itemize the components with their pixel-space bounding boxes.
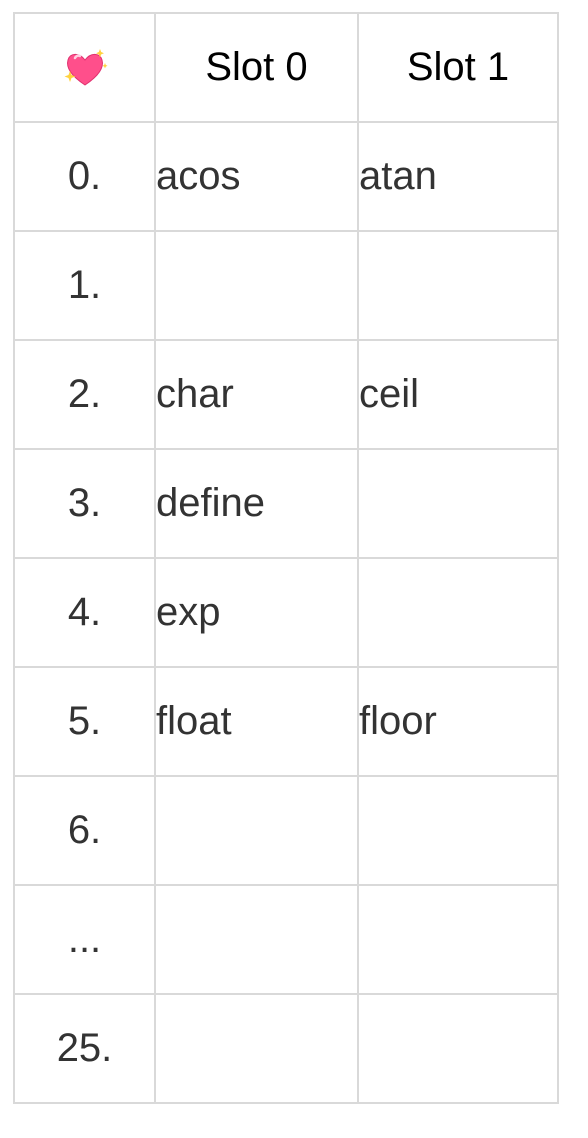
row-index: 5. (13, 666, 156, 777)
row-index: 1. (13, 230, 156, 341)
header-row: Slot 0 Slot 1 (13, 12, 559, 123)
row-index: 4. (13, 557, 156, 668)
slot-0-cell: acos (154, 121, 359, 232)
row-index: 6. (13, 775, 156, 886)
slot-1-cell (357, 557, 559, 668)
header-slot-1: Slot 1 (357, 12, 559, 123)
table-row: 1. (13, 230, 559, 341)
slot-1-cell (357, 230, 559, 341)
table-row: ... (13, 884, 559, 995)
slot-0-cell: char (154, 339, 359, 450)
sparkling-heart-icon (62, 45, 108, 91)
slot-1-cell (357, 884, 559, 995)
table-row: 5. float floor (13, 666, 559, 777)
row-index: 3. (13, 448, 156, 559)
slot-1-cell (357, 993, 559, 1104)
slot-0-cell (154, 775, 359, 886)
slot-1-cell: floor (357, 666, 559, 777)
slot-0-cell: exp (154, 557, 359, 668)
row-index: ... (13, 884, 156, 995)
row-index: 0. (13, 121, 156, 232)
slot-1-cell: atan (357, 121, 559, 232)
slot-1-cell (357, 448, 559, 559)
table-row: 0. acos atan (13, 121, 559, 232)
slot-0-cell (154, 230, 359, 341)
slot-1-cell (357, 775, 559, 886)
table-row: 6. (13, 775, 559, 886)
hash-table: Slot 0 Slot 1 0. acos atan 1. 2. char ce… (13, 12, 559, 1104)
slot-0-cell (154, 993, 359, 1104)
row-index: 25. (13, 993, 156, 1104)
slot-0-cell (154, 884, 359, 995)
slot-1-cell: ceil (357, 339, 559, 450)
header-slot-0: Slot 0 (154, 12, 359, 123)
table-row: 25. (13, 993, 559, 1104)
table-row: 4. exp (13, 557, 559, 668)
slot-0-cell: float (154, 666, 359, 777)
table-row: 3. define (13, 448, 559, 559)
slot-0-cell: define (154, 448, 359, 559)
table-row: 2. char ceil (13, 339, 559, 450)
corner-cell (13, 12, 156, 123)
row-index: 2. (13, 339, 156, 450)
